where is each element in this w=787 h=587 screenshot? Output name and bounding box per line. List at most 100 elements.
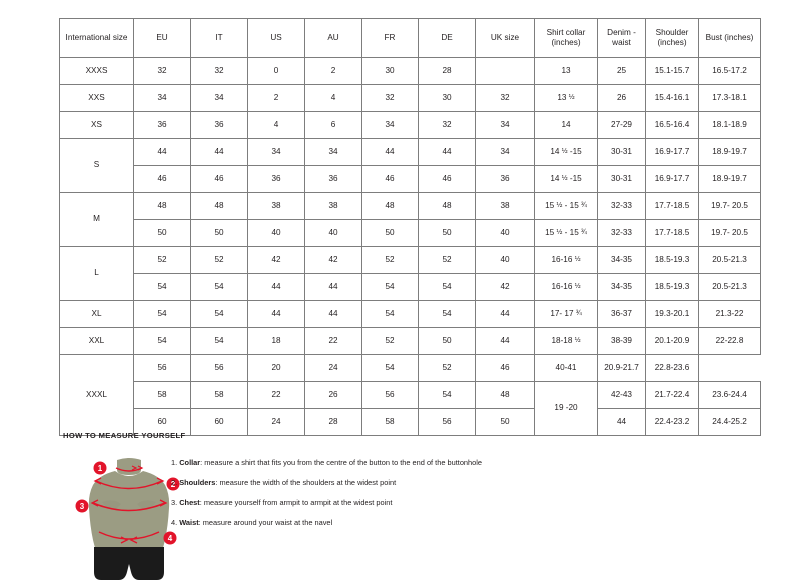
cell-fr: 56 (361, 381, 419, 409)
cell-shoulder: 21.7-22.4 (645, 381, 699, 409)
cell-bust: 17.3-18.1 (698, 84, 761, 112)
cell-international-size: XXXL (59, 354, 134, 436)
cell-it: 56 (190, 354, 248, 382)
cell-eu: 36 (133, 111, 191, 139)
cell-shoulder: 17.7-18.5 (645, 192, 699, 220)
cell-de: 28 (418, 57, 476, 85)
collar-arrow-right (137, 465, 144, 471)
col-header-fr: FR (361, 18, 419, 58)
measure-instruction-2: 2. Shoulders: measure the width of the s… (171, 479, 716, 486)
cell-shirt-collar: 17- 17 ¾ (534, 300, 598, 328)
cell-bust: 19.7- 20.5 (698, 192, 761, 220)
instruction-text: : measure a shirt that fits you from the… (200, 458, 483, 467)
cell-denim: 25 (597, 57, 646, 85)
cell-fr: 50 (361, 219, 419, 247)
instruction-text: : measure the width of the shoulders at … (215, 477, 397, 487)
cell-bust: 16.5-17.2 (698, 57, 761, 85)
cell-international-size: XS (59, 111, 134, 139)
cell-bust: 18.9-19.7 (698, 138, 761, 166)
col-header-bust: Bust (inches) (698, 18, 761, 58)
cell-shoulder: 15.1-15.7 (645, 57, 699, 85)
col-header-eu: EU (133, 18, 191, 58)
cell-bust: 18.9-19.7 (698, 165, 761, 193)
cell-au: 40 (304, 219, 362, 247)
col-header-it: IT (190, 18, 248, 58)
cell-de: 46 (418, 165, 476, 193)
cell-au: 22 (304, 327, 362, 355)
chest-measure-arc (92, 502, 166, 512)
table-row: 46 46 36 36 46 46 36 14 ½ -15 30-31 16.9-17.7 18.9… (60, 165, 761, 193)
cell-bust: 21.3-22 (698, 300, 761, 328)
cell-bust: 19.7- 20.5 (698, 219, 761, 247)
cell-shoulder: 18.5-19.3 (645, 273, 699, 301)
cell-eu: 54 (133, 300, 191, 328)
cell-fr: 32 (361, 84, 419, 112)
col-header-denim-waist: Denim - waist (597, 18, 646, 58)
cell-shirt-collar: 15 ½ - 15 ¾ (534, 219, 598, 247)
cell-shoulder: 15.4-16.1 (645, 84, 699, 112)
instruction-text: : measure yourself from armpit to armpit… (199, 497, 393, 507)
collar-arrow-inner (131, 465, 138, 471)
size-table-header: International size EU IT US AU FR DE UK … (59, 18, 761, 58)
table-row: XXXS 32 32 0 2 30 28 13 25 15.1-15.7 16.5-17.2 (59, 57, 761, 85)
cell-de: 44 (418, 138, 476, 166)
cell-us: 40 (247, 219, 305, 247)
col-header-de: DE (418, 18, 476, 58)
cell-au: 34 (304, 138, 362, 166)
table-row: M 48 48 38 38 48 48 38 15 ½ - 15 ¾ 32-33 17.7-18.5… (59, 192, 761, 247)
cell-us: 36 (247, 165, 305, 193)
cell-bust: 22.8-23.6 (645, 354, 699, 382)
cell-bust: 20.5-21.3 (698, 246, 761, 274)
cell-de: 30 (418, 84, 476, 112)
cell-us: 44 (247, 300, 305, 328)
cell-shoulder: 19.3-20.1 (645, 300, 699, 328)
cell-shirt-collar: 15 ½ - 15 ¾ (534, 192, 598, 220)
cell-denim: 32-33 (597, 219, 646, 247)
cell-eu: 48 (133, 192, 191, 220)
shoulders-arrow-left (93, 477, 102, 485)
cell-fr: 52 (361, 327, 419, 355)
cell-it: 54 (190, 327, 248, 355)
shoulders-measure-arc (95, 480, 163, 490)
instruction-number: 4. (171, 517, 180, 527)
cell-shoulder: 16.9-17.7 (645, 165, 699, 193)
cell-bust: 23.6-24.4 (698, 381, 761, 409)
cell-international-size: M (59, 192, 134, 247)
cell-uk: 34 (475, 138, 535, 166)
col-header-us: US (247, 18, 305, 58)
marker-2: 2 (166, 477, 180, 491)
marker-3-label: 3 (80, 502, 85, 511)
cell-us: 18 (247, 327, 305, 355)
cell-au: 24 (304, 354, 362, 382)
cell-de: 54 (418, 273, 476, 301)
cell-bust: 24.4-25.2 (698, 408, 761, 436)
cell-au: 44 (304, 300, 362, 328)
cell-eu: 50 (133, 219, 191, 247)
cell-shoulder: 20.9-21.7 (597, 354, 646, 382)
cell-us: 0 (247, 57, 305, 85)
cell-de: 52 (418, 354, 476, 382)
cell-de: 56 (418, 408, 476, 436)
table-row: XL 54 54 44 44 54 54 44 17- 17 ¾ 36-37 19.3-20.1 21… (59, 300, 761, 328)
cell-fr: 54 (361, 300, 419, 328)
marker-4-circle (163, 531, 177, 545)
waist-measure-arc (98, 531, 160, 540)
cell-international-size: XXXS (59, 57, 134, 85)
cell-international-size: XXL (59, 327, 134, 355)
col-header-shirt-collar: Shirt collar (inches) (534, 18, 598, 58)
cell-de: 52 (418, 246, 476, 274)
cell-us: 38 (247, 192, 305, 220)
cell-it: 52 (190, 246, 248, 274)
table-row: 58 58 22 26 56 54 48 19 -20 42-43 21.7-22.4 23.6-2… (60, 381, 761, 436)
cell-us: 34 (247, 138, 305, 166)
cell-shoulder: 16.5-16.4 (645, 111, 699, 139)
instruction-number: 1. (171, 458, 180, 467)
measure-instruction-list: 1. Collar: measure a shirt that fits you… (171, 459, 716, 539)
cell-au: 6 (304, 111, 362, 139)
cell-au: 26 (304, 381, 362, 409)
cell-de: 54 (418, 300, 476, 328)
cell-uk: 40 (475, 219, 535, 247)
torso-figure: 1 2 3 4 (69, 454, 189, 582)
cell-denim: 30-31 (597, 165, 646, 193)
cell-it: 50 (190, 219, 248, 247)
